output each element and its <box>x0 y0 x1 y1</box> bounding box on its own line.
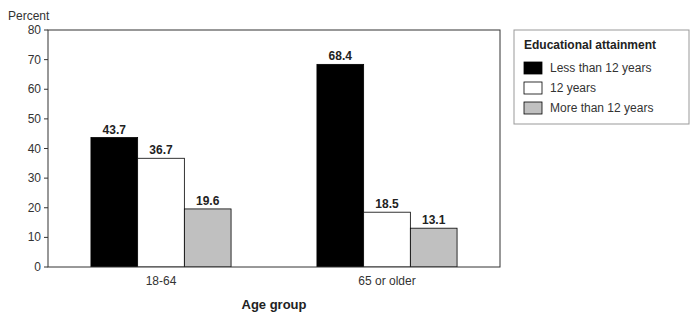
bar <box>138 158 185 267</box>
x-axis: 18-64 65 or older <box>146 274 416 288</box>
x-axis-label: Age group <box>242 297 307 312</box>
data-label: 43.7 <box>103 123 127 137</box>
x-tick-label: 65 or older <box>358 274 415 288</box>
y-tick <box>44 89 48 90</box>
chart: 43.7 68.4 36.7 18.5 19.6 13.1 0 10 20 30 40 50 60 70 8… <box>0 0 697 319</box>
data-labels: 43.7 68.4 36.7 18.5 19.6 13.1 <box>103 49 446 227</box>
legend-swatch <box>524 62 542 74</box>
bar <box>91 138 138 267</box>
y-tick <box>44 178 48 179</box>
chart-container: 43.7 68.4 36.7 18.5 19.6 13.1 0 10 20 30 40 50 60 70 8… <box>0 0 697 319</box>
y-tick-label: 30 <box>28 171 42 185</box>
y-tick <box>44 237 48 238</box>
legend-label: More than 12 years <box>550 101 653 115</box>
y-tick-label: 20 <box>28 201 42 215</box>
y-tick <box>44 118 48 119</box>
x-tick-label: 18-64 <box>146 274 177 288</box>
y-tick <box>44 30 48 31</box>
bar <box>410 228 457 267</box>
legend-title: Educational attainment <box>524 38 656 52</box>
legend-label: Less than 12 years <box>550 61 651 75</box>
y-tick-label: 40 <box>28 142 42 156</box>
bar <box>317 64 364 267</box>
legend-swatch <box>524 102 542 114</box>
legend-swatch <box>524 82 542 94</box>
y-tick-label: 50 <box>28 112 42 126</box>
data-label: 13.1 <box>422 213 446 227</box>
y-tick <box>44 207 48 208</box>
bar <box>364 212 411 267</box>
legend: Educational attainment Less than 12 years… <box>514 30 689 124</box>
bars <box>91 64 457 267</box>
data-label: 19.6 <box>196 194 220 208</box>
data-label: 36.7 <box>149 143 173 157</box>
y-tick <box>44 148 48 149</box>
data-label: 18.5 <box>375 197 399 211</box>
data-label: 68.4 <box>329 49 353 63</box>
legend-label: 12 years <box>550 81 596 95</box>
y-tick <box>44 59 48 60</box>
legend-box <box>514 30 689 124</box>
y-tick-label: 70 <box>28 53 42 67</box>
y-axis: 0 10 20 30 40 50 60 70 80 <box>28 23 48 274</box>
plot-frame <box>48 30 500 267</box>
y-tick-label: 60 <box>28 82 42 96</box>
y-tick <box>44 267 48 268</box>
y-axis-label: Percent <box>8 9 50 23</box>
y-tick-label: 0 <box>34 260 41 274</box>
bar <box>184 209 231 267</box>
y-tick-label: 80 <box>28 23 42 37</box>
y-tick-label: 10 <box>28 230 42 244</box>
